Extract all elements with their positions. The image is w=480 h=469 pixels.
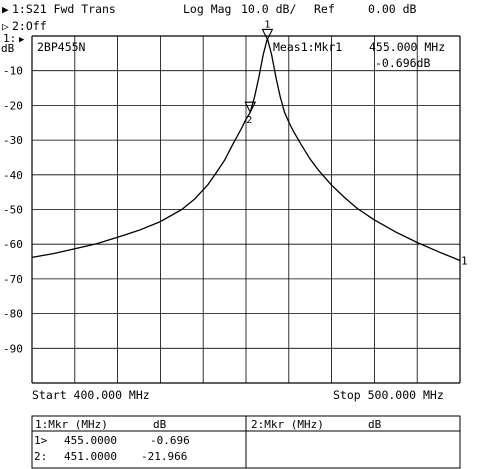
- y-tick-labels: -10 -20 -30 -40 -50 -60 -70 -80 -90: [3, 65, 23, 356]
- marker-table: 1:Mkr (MHz) dB 2:Mkr (MHz) dB 1> 455.000…: [31, 415, 461, 469]
- reference-unit: dB: [1, 42, 15, 55]
- reference-label: Ref: [314, 2, 335, 16]
- reference-number: 1:: [3, 32, 16, 45]
- y-tick-label: -70: [3, 273, 23, 286]
- trace-title: 2BP455N: [37, 40, 86, 54]
- trace-s21: [31, 37, 461, 262]
- marker-row-frequency: 455.0000: [64, 434, 117, 447]
- marker-table-col2-header: 2:Mkr (MHz): [251, 418, 324, 431]
- marker-table-col1-header: 1:Mkr (MHz): [35, 418, 108, 431]
- start-frequency: Start 400.000 MHz: [32, 388, 150, 402]
- stop-frequency: Stop 500.000 MHz: [333, 388, 444, 402]
- markers: 12: [244, 19, 274, 126]
- measurement-value: -0.696dB: [375, 56, 430, 70]
- y-tick-label: -10: [3, 65, 23, 78]
- marker-row-id: 1>: [34, 434, 48, 447]
- channel2-arrow: ▷: [2, 20, 9, 33]
- measurement-label: Meas1:Mkr1: [273, 40, 342, 54]
- y-tick-label: -20: [3, 99, 23, 112]
- y-tick-label: -90: [3, 342, 23, 355]
- y-tick-label: -40: [3, 169, 23, 182]
- graticule: [31, 35, 461, 384]
- channel1-arrow: ▶: [2, 3, 9, 16]
- channel1-label: 1:S21 Fwd Trans: [12, 2, 116, 16]
- reference-arrow-icon: ▶: [19, 35, 25, 45]
- format-label: Log Mag: [183, 2, 231, 16]
- trace-end-label: 1: [461, 255, 468, 268]
- y-tick-label: -60: [3, 238, 23, 251]
- measurement-frequency: 455.000 MHz: [369, 40, 445, 54]
- marker-triangle: [244, 101, 257, 114]
- marker-label: 1: [264, 19, 270, 30]
- marker-table-col2-unit: dB: [368, 418, 382, 431]
- marker-table-row: 1> 455.0000 -0.696: [34, 434, 190, 447]
- y-tick-label: -30: [3, 134, 23, 147]
- marker-row-value: -0.696: [150, 434, 190, 447]
- y-tick-label: -50: [3, 204, 23, 217]
- scale-label: 10.0 dB/: [241, 2, 296, 16]
- reference-value: 0.00 dB: [368, 2, 417, 16]
- marker-row-id: 2:: [34, 450, 47, 463]
- channel2-label: 2:Off: [12, 19, 47, 33]
- marker-table-col1-unit: dB: [153, 418, 167, 431]
- marker-triangle: [261, 28, 274, 41]
- marker-row-frequency: 451.0000: [64, 450, 117, 463]
- marker-label: 2: [246, 115, 252, 126]
- marker-table-row: 2: 451.0000 -21.966: [34, 450, 187, 463]
- y-tick-label: -80: [3, 308, 23, 321]
- marker-row-value: -21.966: [141, 450, 187, 463]
